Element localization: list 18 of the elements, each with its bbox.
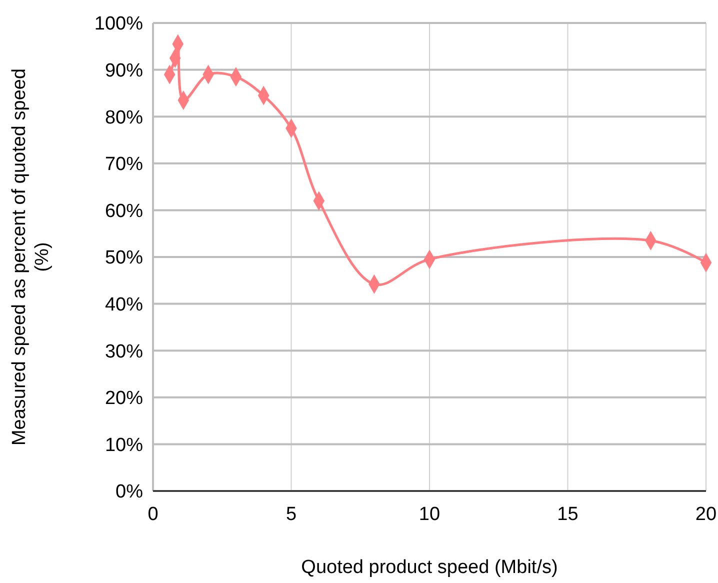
y-tick-label: 60%: [104, 200, 144, 222]
y-tick-label: 80%: [104, 107, 144, 128]
x-tick-label: 0: [148, 504, 158, 525]
y-tick-label: 100%: [94, 14, 144, 35]
x-tick-label: 20: [695, 504, 717, 525]
x-tick-label: 10: [418, 504, 440, 525]
x-tick-label: 15: [557, 504, 578, 525]
y-tick-label: 10%: [104, 434, 144, 456]
y-tick-label: 0%: [116, 482, 144, 503]
y-tick-label: 30%: [104, 341, 144, 362]
y-tick-label: 90%: [104, 60, 144, 82]
y-tick-label: 40%: [104, 294, 144, 316]
y-axis-title: Measured speed as percent of quoted speed (%): [9, 68, 53, 446]
x-tick-label: 5: [286, 504, 297, 525]
y-tick-label: 50%: [104, 248, 144, 269]
x-axis-title: Quoted product speed (Mbit/s): [301, 557, 558, 578]
y-tick-label: 20%: [104, 388, 144, 410]
y-tick-label: 70%: [104, 154, 144, 176]
